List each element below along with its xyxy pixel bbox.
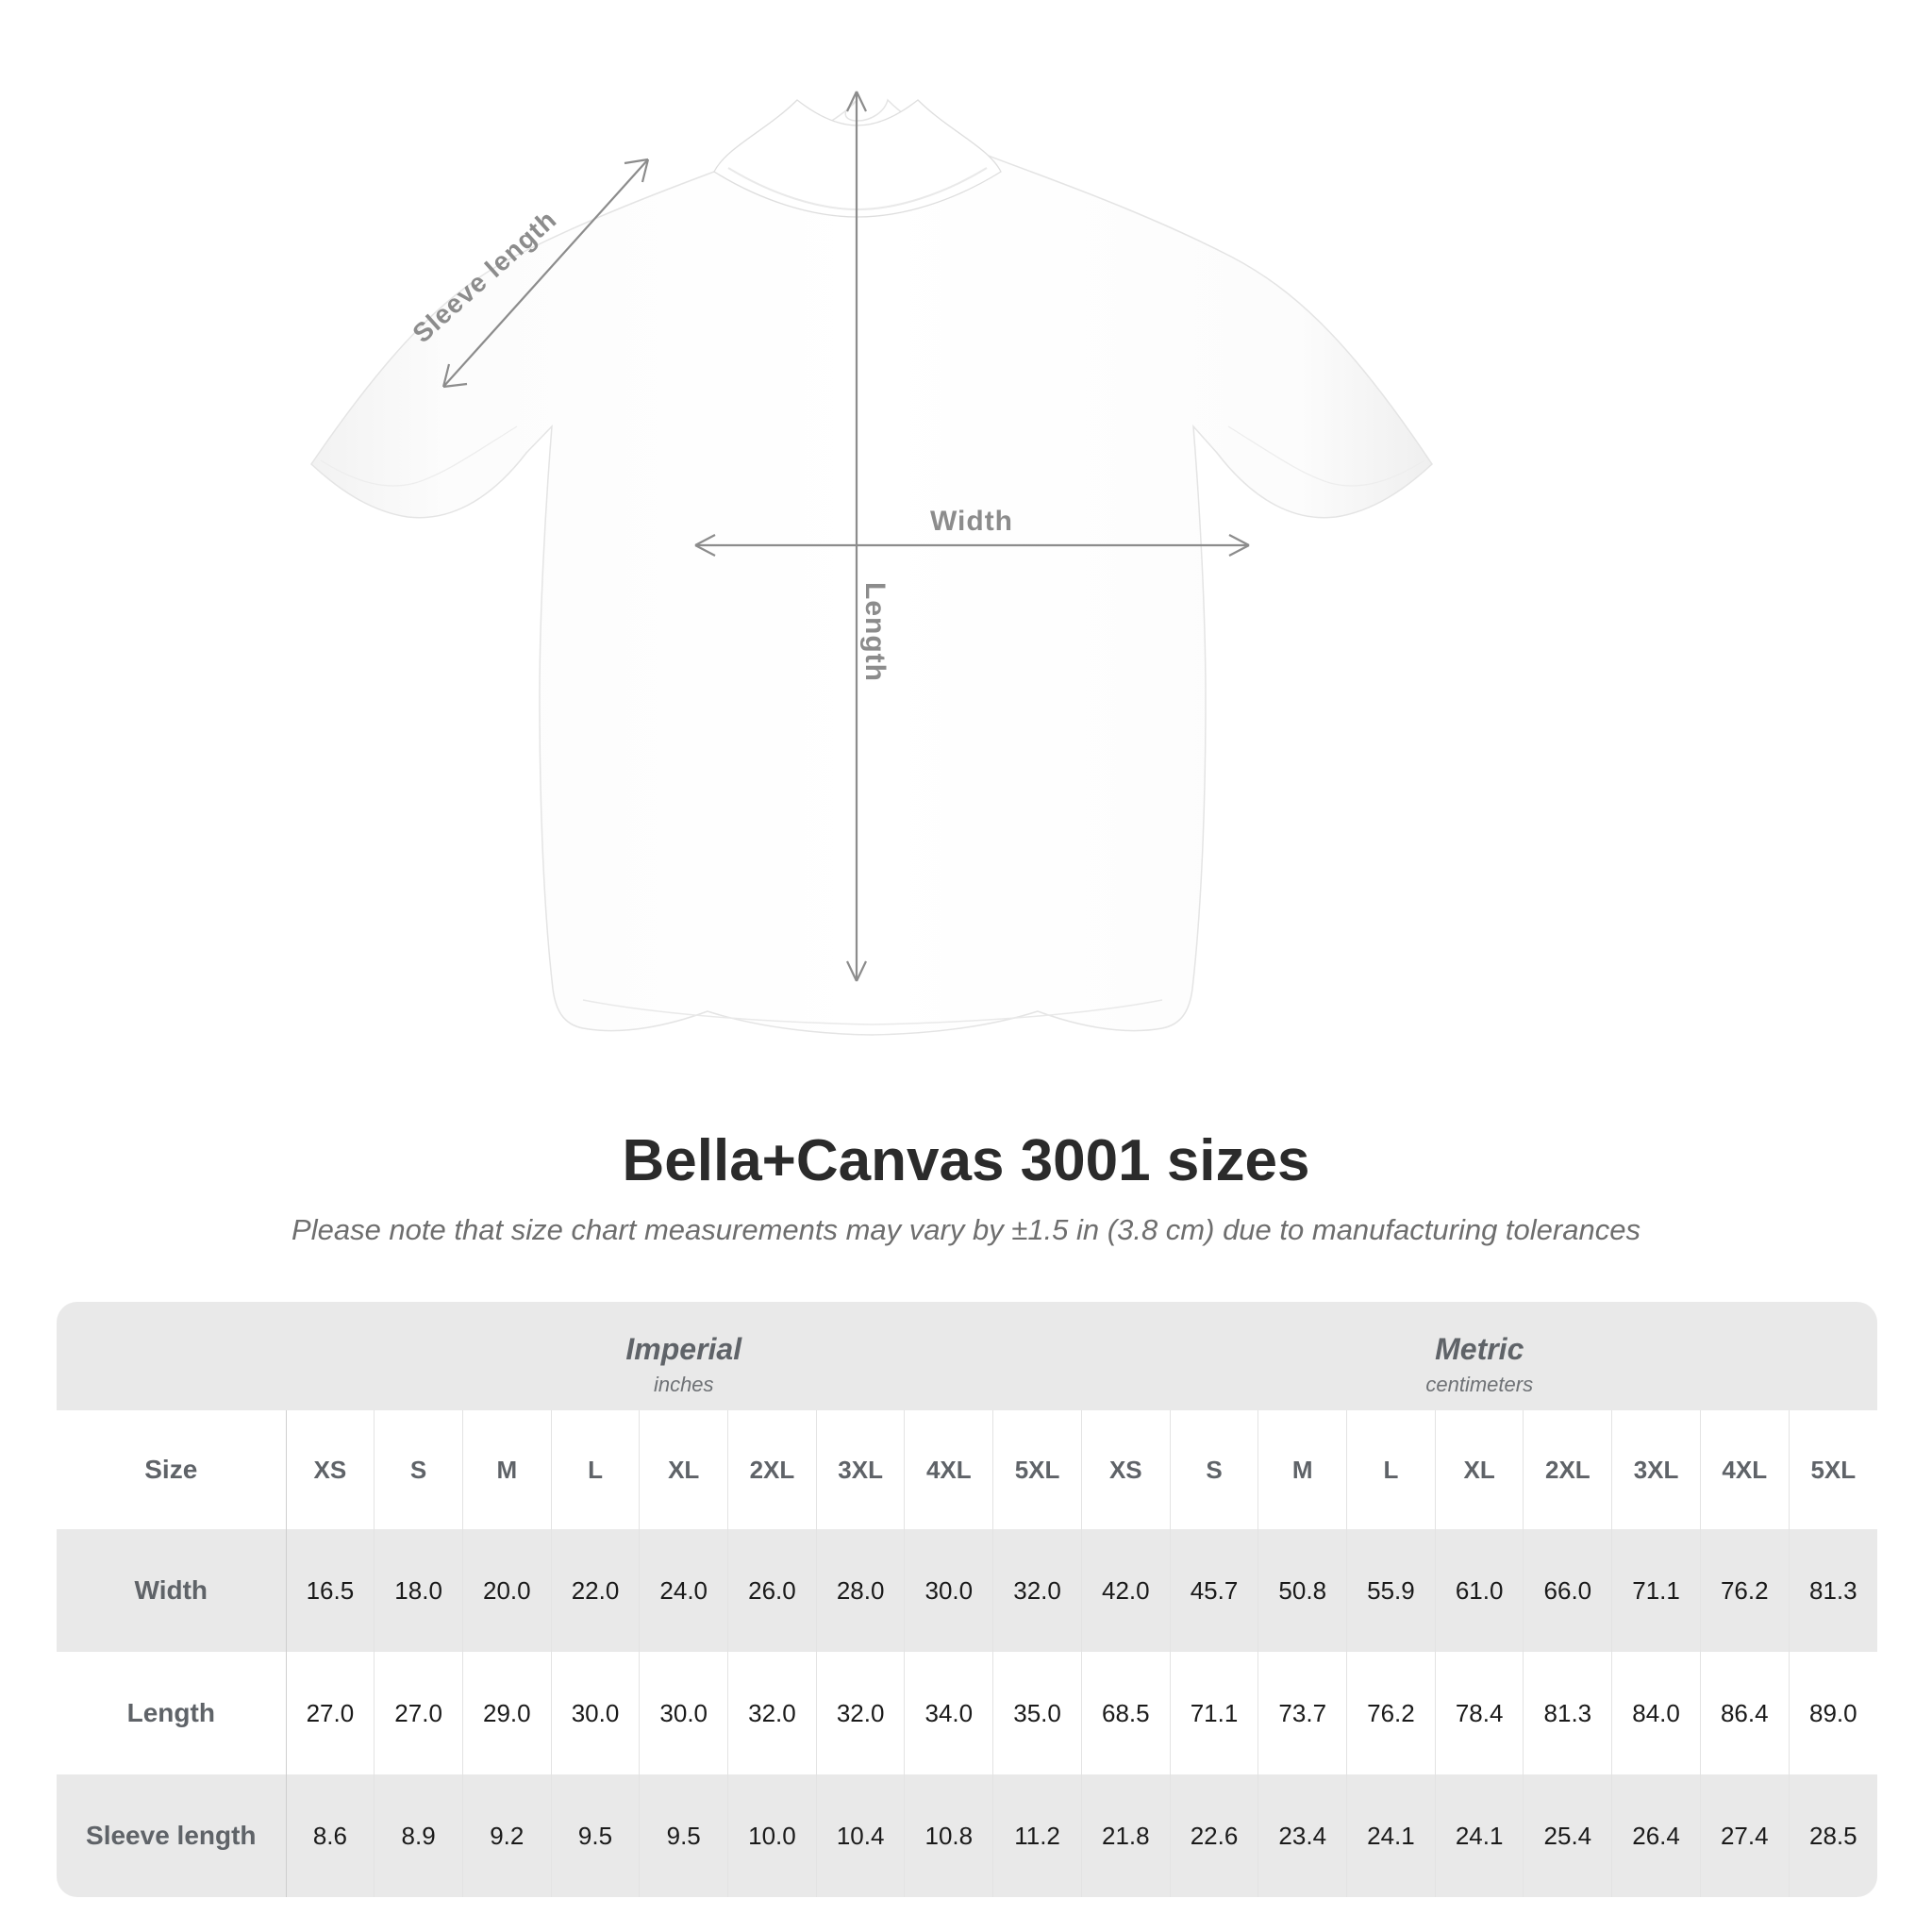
- svg-text:Length: Length: [859, 582, 891, 682]
- svg-text:Width: Width: [930, 506, 1013, 537]
